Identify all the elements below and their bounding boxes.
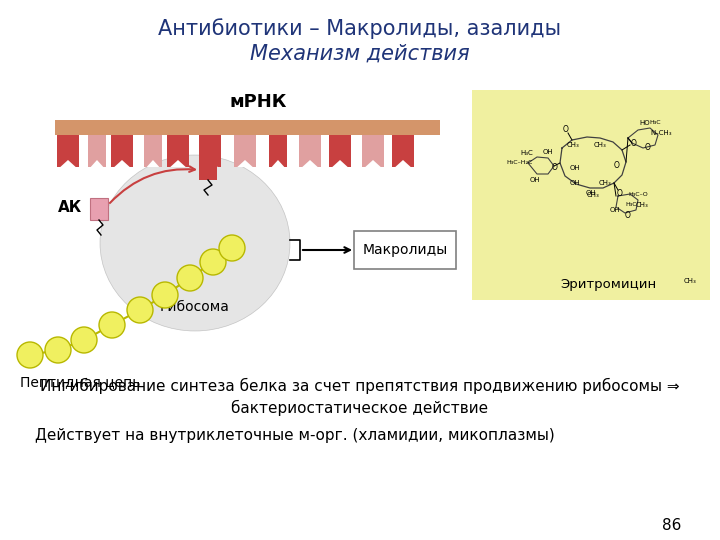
Text: O: O: [625, 212, 631, 220]
Text: CH₃: CH₃: [587, 192, 599, 198]
Text: CH₃: CH₃: [593, 142, 606, 148]
Text: CH₃: CH₃: [567, 142, 580, 148]
Bar: [144, 135, 162, 167]
Text: OH: OH: [570, 180, 580, 186]
Polygon shape: [171, 160, 186, 167]
Text: OH: OH: [585, 190, 596, 196]
Text: O: O: [614, 160, 620, 170]
Text: Пептидная цепь: Пептидная цепь: [20, 375, 140, 389]
FancyArrowPatch shape: [110, 166, 195, 203]
Text: OH: OH: [570, 165, 580, 171]
Text: O: O: [563, 125, 569, 133]
Text: N–CH₃: N–CH₃: [650, 130, 672, 136]
Bar: [234, 135, 256, 167]
Circle shape: [177, 265, 203, 291]
Text: 86: 86: [662, 518, 682, 533]
Bar: [362, 135, 384, 167]
Circle shape: [71, 327, 97, 353]
Bar: [88, 135, 106, 167]
Polygon shape: [91, 160, 103, 167]
Bar: [299, 135, 321, 167]
Circle shape: [152, 282, 178, 308]
Text: HO: HO: [639, 120, 650, 126]
Bar: [269, 135, 287, 167]
Text: Антибиотики – Макролиды, азалиды: Антибиотики – Макролиды, азалиды: [158, 18, 562, 39]
FancyBboxPatch shape: [354, 231, 456, 269]
Polygon shape: [202, 160, 217, 167]
Circle shape: [127, 297, 153, 323]
Bar: [199, 135, 217, 180]
Circle shape: [200, 249, 226, 275]
Polygon shape: [271, 160, 284, 167]
Text: Механизм действия: Механизм действия: [250, 44, 470, 64]
Text: H₃C: H₃C: [625, 201, 636, 206]
Polygon shape: [147, 160, 159, 167]
Ellipse shape: [100, 155, 290, 331]
Text: CH₃: CH₃: [636, 202, 649, 208]
Text: Рибосома: Рибосома: [160, 300, 230, 314]
Polygon shape: [238, 160, 253, 167]
Polygon shape: [114, 160, 130, 167]
Circle shape: [45, 337, 71, 363]
Text: АК: АК: [58, 199, 82, 214]
Circle shape: [99, 312, 125, 338]
Text: OH: OH: [543, 149, 553, 155]
Text: бактериостатическое действие: бактериостатическое действие: [231, 400, 489, 416]
Circle shape: [17, 342, 43, 368]
Text: H₃C–O: H₃C–O: [628, 192, 648, 197]
Polygon shape: [302, 160, 318, 167]
Text: Макролиды: Макролиды: [362, 243, 448, 257]
Bar: [329, 135, 351, 167]
Text: Эритромицин: Эритромицин: [560, 278, 656, 291]
Bar: [111, 135, 133, 167]
Bar: [199, 135, 221, 167]
Text: OH: OH: [610, 207, 621, 213]
Text: Ингибирование синтеза белка за счет препятствия продвижению рибосомы ⇒: Ингибирование синтеза белка за счет преп…: [40, 378, 680, 394]
Text: мРНК: мРНК: [229, 93, 287, 111]
Text: O: O: [645, 144, 651, 152]
Text: H₃C–H₂C: H₃C–H₂C: [507, 159, 534, 165]
Text: Действует на внутриклеточные м-орг. (хламидии, микоплазмы): Действует на внутриклеточные м-орг. (хла…: [35, 428, 554, 443]
Text: O: O: [631, 138, 637, 147]
Polygon shape: [60, 160, 76, 167]
Bar: [57, 135, 79, 167]
Bar: [55, 120, 440, 135]
Text: O: O: [552, 164, 558, 172]
Bar: [472, 90, 710, 300]
Polygon shape: [365, 160, 381, 167]
Bar: [90, 198, 108, 220]
Text: O: O: [617, 190, 623, 199]
Bar: [167, 135, 189, 167]
Polygon shape: [333, 160, 348, 167]
Circle shape: [219, 235, 245, 261]
Text: CH₃: CH₃: [598, 180, 611, 186]
Polygon shape: [395, 160, 410, 167]
Text: H₃C: H₃C: [649, 119, 661, 125]
Text: H₃C: H₃C: [521, 150, 534, 156]
Text: OH: OH: [530, 177, 540, 183]
Bar: [392, 135, 414, 167]
Text: CH₃: CH₃: [683, 278, 696, 284]
